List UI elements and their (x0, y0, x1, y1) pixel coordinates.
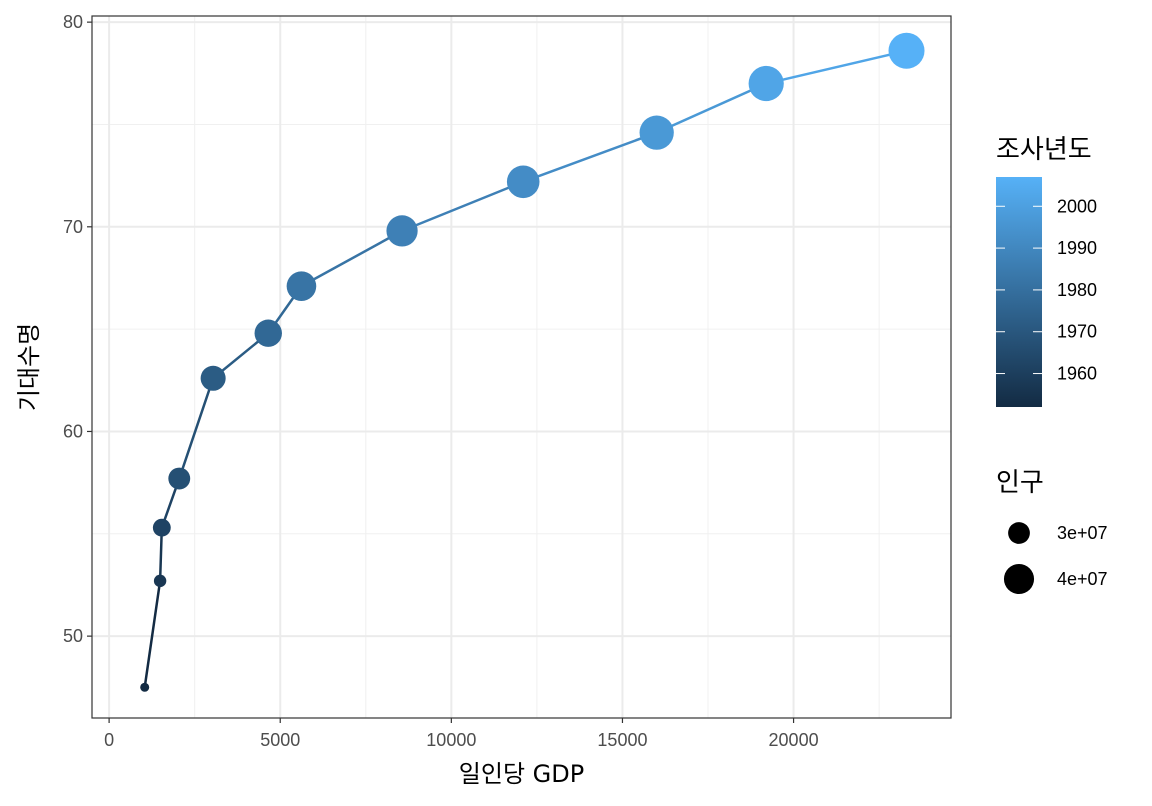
size-legend-key (1008, 522, 1030, 544)
data-point (506, 165, 540, 199)
size-legend-key (1003, 563, 1035, 595)
colorbar-label: 1980 (1057, 280, 1097, 300)
data-point (168, 467, 191, 490)
size-legend-label: 3e+07 (1057, 523, 1108, 543)
plot-panel (92, 16, 951, 718)
y-tick-label: 70 (63, 217, 83, 237)
data-point (140, 682, 150, 692)
colorbar-label: 1990 (1057, 238, 1097, 258)
line-segment (400, 180, 525, 233)
y-tick-labels: 50 60 70 80 (63, 12, 83, 646)
x-tick-label: 20000 (769, 730, 819, 750)
colorbar-label: 1970 (1057, 322, 1097, 342)
y-tick-label: 60 (63, 421, 83, 441)
x-tick-label: 15000 (597, 730, 647, 750)
colorbar-label: 1960 (1057, 364, 1097, 384)
data-point (639, 115, 674, 150)
size-legend-title: 인구 (996, 468, 1044, 498)
colorbar (996, 177, 1042, 407)
y-tick-label: 50 (63, 626, 83, 646)
x-tick-labels: 0 5000 10000 15000 20000 (104, 730, 819, 750)
x-axis-title: 일인당 GDP (459, 760, 584, 788)
data-point (254, 319, 282, 347)
data-point (888, 32, 925, 69)
grid-minor (92, 16, 951, 718)
x-tick-label: 5000 (260, 730, 300, 750)
colorbar-labels: 1960 1970 1980 1990 2000 (1057, 196, 1097, 383)
color-legend-title: 조사년도 (996, 135, 1092, 165)
data-points (140, 32, 925, 692)
color-legend: 조사년도 1960 1970 1980 1990 2000 (996, 135, 1097, 407)
colorbar-ticks (996, 205, 1042, 375)
data-point (152, 518, 171, 537)
line-segment (655, 82, 768, 134)
plot-border (91, 15, 952, 719)
data-point (200, 365, 226, 391)
data-point (286, 271, 317, 301)
size-legend-label: 4e+07 (1057, 569, 1108, 589)
line-segment (521, 131, 658, 184)
data-point (748, 65, 784, 102)
axis-ticks (87, 21, 795, 723)
line-segment (178, 377, 215, 480)
x-tick-label: 0 (104, 730, 114, 750)
size-legend: 인구 3e+07 4e+07 (996, 468, 1108, 595)
line-segment (764, 49, 908, 85)
y-axis-title: 기대수명 (15, 323, 43, 411)
data-point (386, 215, 418, 247)
grid-major (92, 16, 951, 718)
data-point (153, 574, 167, 588)
size-legend-items: 3e+07 4e+07 (1003, 522, 1108, 595)
line-segment (143, 579, 162, 689)
y-tick-label: 80 (63, 12, 83, 32)
x-tick-label: 10000 (426, 730, 476, 750)
colorbar-label: 2000 (1057, 196, 1097, 216)
line-segment (300, 229, 404, 288)
